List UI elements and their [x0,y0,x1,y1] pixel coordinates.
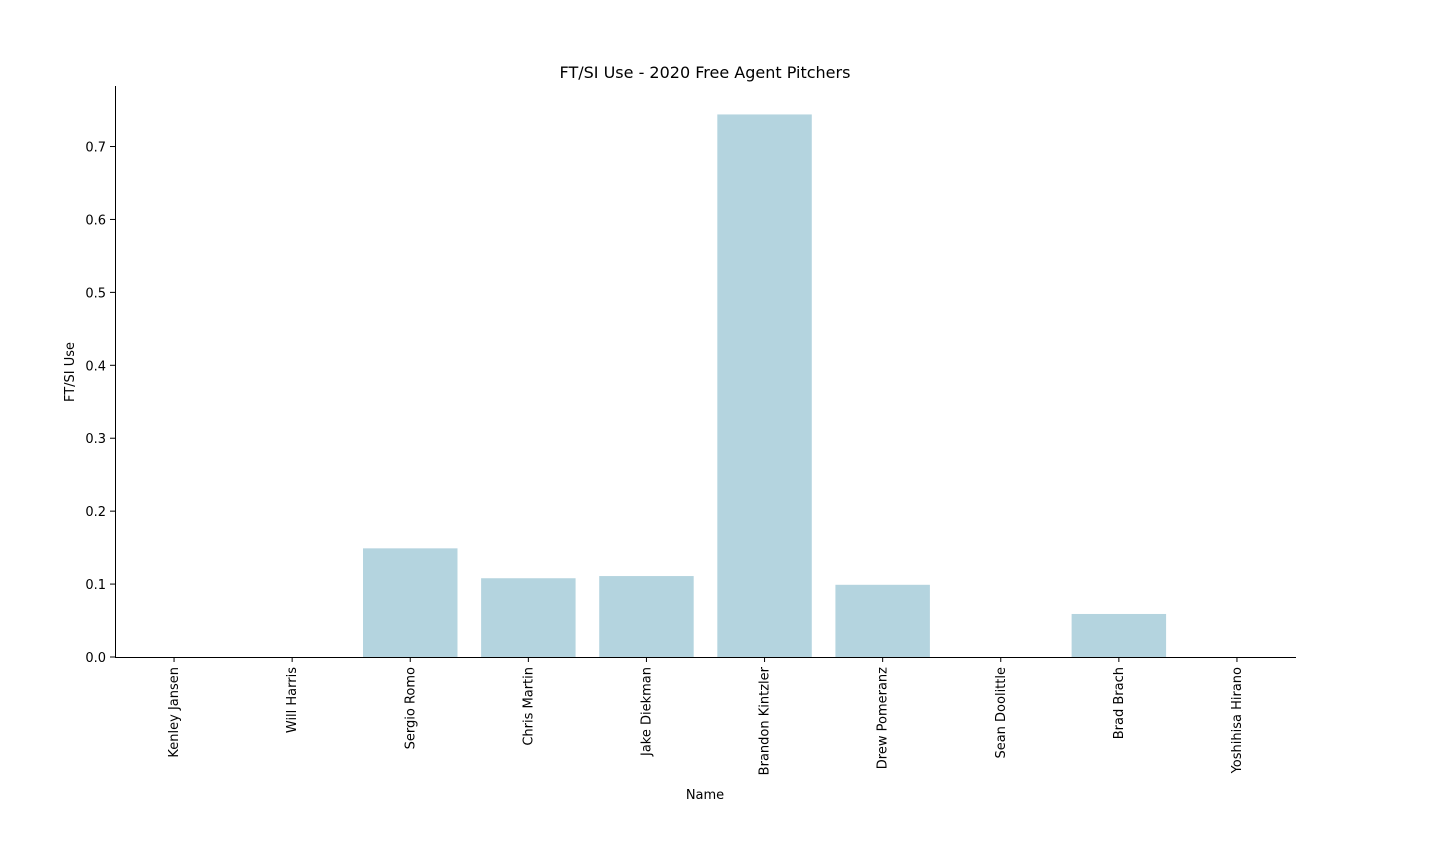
x-tick-label: Yoshihisa Hirano [1230,667,1245,774]
x-tick-label: Drew Pomeranz [876,667,891,769]
y-axis: 0.0 0.1 0.2 0.3 0.4 0.5 0.6 0.7 [85,141,115,666]
y-tick-label: 0.5 [85,286,106,301]
bar-drew-pomeranz [835,584,930,657]
y-tick-label: 0.1 [85,578,106,593]
x-tick-label: Sean Doolittle [994,667,1009,759]
x-tick-label: Brandon Kintzler [758,666,773,775]
bar-brad-brach [1071,613,1167,657]
y-axis-label: FT/SI Use [63,342,78,402]
y-tick-label: 0.7 [85,141,106,156]
bar-brandon-kintzler [717,114,812,657]
bar-chris-martin [481,578,576,657]
x-axis: Kenley Jansen Will Harris Sergio Romo Chris… [167,657,1245,775]
x-tick-label: Jake Diekman [639,667,654,757]
y-tick-label: 0.3 [85,432,106,447]
x-tick-label: Chris Martin [521,667,536,746]
x-tick-label: Sergio Romo [403,667,418,749]
y-tick-label: 0.0 [85,651,106,666]
bars-group [363,114,1167,657]
bar-jake-diekman [599,576,694,657]
x-tick-label: Will Harris [285,667,300,733]
bar-sergio-romo [363,548,458,657]
y-tick-label: 0.2 [85,505,106,520]
x-tick-label: Kenley Jansen [167,667,182,758]
y-tick-label: 0.6 [85,213,106,228]
chart-title: FT/SI Use - 2020 Free Agent Pitchers [560,63,851,82]
y-tick-label: 0.4 [85,359,106,374]
x-tick-label: Brad Brach [1112,667,1127,739]
x-axis-label: Name [686,788,724,803]
